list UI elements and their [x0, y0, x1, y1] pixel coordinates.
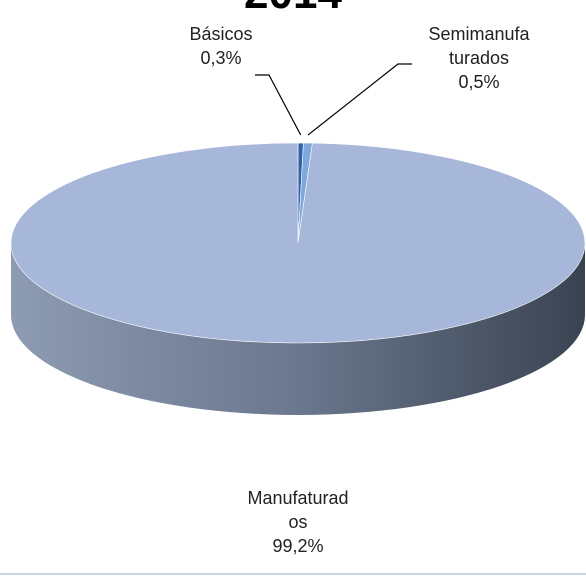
value-label: 0,3%: [200, 48, 242, 68]
chart-title: 2014: [244, 0, 342, 18]
category-label: Básicos: [189, 24, 253, 44]
slice-side: [11, 243, 585, 415]
value-label: 99,2%: [272, 536, 324, 556]
category-label: Semimanufaturados: [428, 24, 530, 68]
value-label: 0,5%: [458, 72, 500, 92]
category-label: Manufaturados: [247, 488, 349, 532]
slice: [10, 142, 586, 344]
leader-line: [307, 63, 412, 136]
leader-line: [255, 74, 302, 136]
